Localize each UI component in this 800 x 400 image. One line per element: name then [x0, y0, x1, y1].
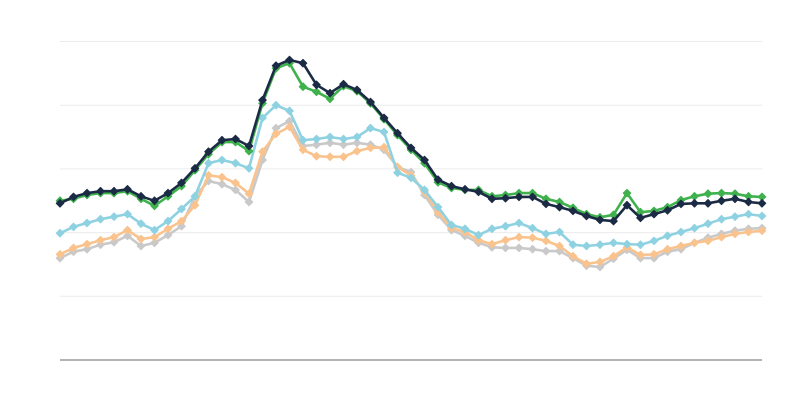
series-dark-navy [55, 55, 767, 226]
series-light-gray-markers [55, 116, 767, 272]
series-dark-navy-markers [55, 55, 767, 226]
series-light-gray [55, 116, 767, 272]
series-light-orange-markers [55, 122, 767, 269]
series-light-blue-markers [55, 100, 767, 251]
series-light-blue [55, 100, 767, 251]
